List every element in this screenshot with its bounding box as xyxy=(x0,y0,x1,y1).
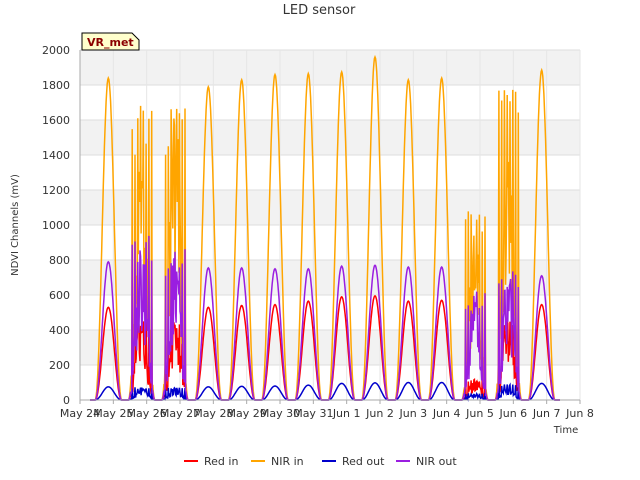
y-tick-label: 1800 xyxy=(42,79,70,92)
station-badge-box xyxy=(81,32,140,51)
x-tick-label: Jun 5 xyxy=(465,407,494,420)
legend-label: Red out xyxy=(342,455,385,468)
axes xyxy=(79,50,580,401)
y-tick-label: 600 xyxy=(49,289,70,302)
x-tick-label: May 26 xyxy=(127,407,167,420)
y-tick-label: 1000 xyxy=(42,219,70,232)
y-tick-label: 1200 xyxy=(42,184,70,197)
x-axis-label: Time xyxy=(553,425,578,436)
x-tick-label: Jun 7 xyxy=(532,407,561,420)
x-tick-label: May 24 xyxy=(60,407,100,420)
x-tick-label: May 25 xyxy=(93,407,133,420)
y-tick-label: 1400 xyxy=(42,149,70,162)
legend-label: NIR in xyxy=(271,455,304,468)
y-tick-label: 200 xyxy=(49,359,70,372)
x-tick-label: May 28 xyxy=(193,407,233,420)
station-badge: VR_met xyxy=(81,32,140,51)
y-axis-label: NDVI Channels (mV) xyxy=(10,174,21,276)
x-tick-label: Jun 6 xyxy=(498,407,527,420)
grid-band xyxy=(80,50,580,85)
x-tick-label: Jun 2 xyxy=(365,407,394,420)
x-tick-label: May 30 xyxy=(260,407,300,420)
y-tick-label: 800 xyxy=(49,254,70,267)
y-tick-label: 400 xyxy=(49,324,70,337)
grid-band xyxy=(80,120,580,155)
grid-bands xyxy=(80,50,580,365)
grid-band xyxy=(80,260,580,295)
station-badge-label: VR_met xyxy=(87,36,134,49)
chart-title: LED sensor xyxy=(283,3,356,18)
x-tick-label: Jun 8 xyxy=(565,407,594,420)
y-tick-label: 1600 xyxy=(42,114,70,127)
x-tick-label: Jun 1 xyxy=(332,407,361,420)
y-tick-label: 0 xyxy=(63,394,70,407)
legend: Red in NIR in Red out NIR out xyxy=(184,455,457,468)
x-tick-label: May 27 xyxy=(160,407,200,420)
x-tick-label: May 31 xyxy=(293,407,333,420)
legend-label: NIR out xyxy=(416,455,457,468)
grid-band xyxy=(80,330,580,365)
grid-band xyxy=(80,190,580,225)
y-tick-label: 2000 xyxy=(42,44,70,57)
x-tick-label: Jun 3 xyxy=(398,407,427,420)
x-tick-label: May 29 xyxy=(227,407,267,420)
legend-label: Red in xyxy=(204,455,238,468)
x-tick-label: Jun 4 xyxy=(432,407,461,420)
y-tick-labels: 0 200 400 600 800 1000 1200 1400 1600 1800 2000 xyxy=(42,44,70,407)
